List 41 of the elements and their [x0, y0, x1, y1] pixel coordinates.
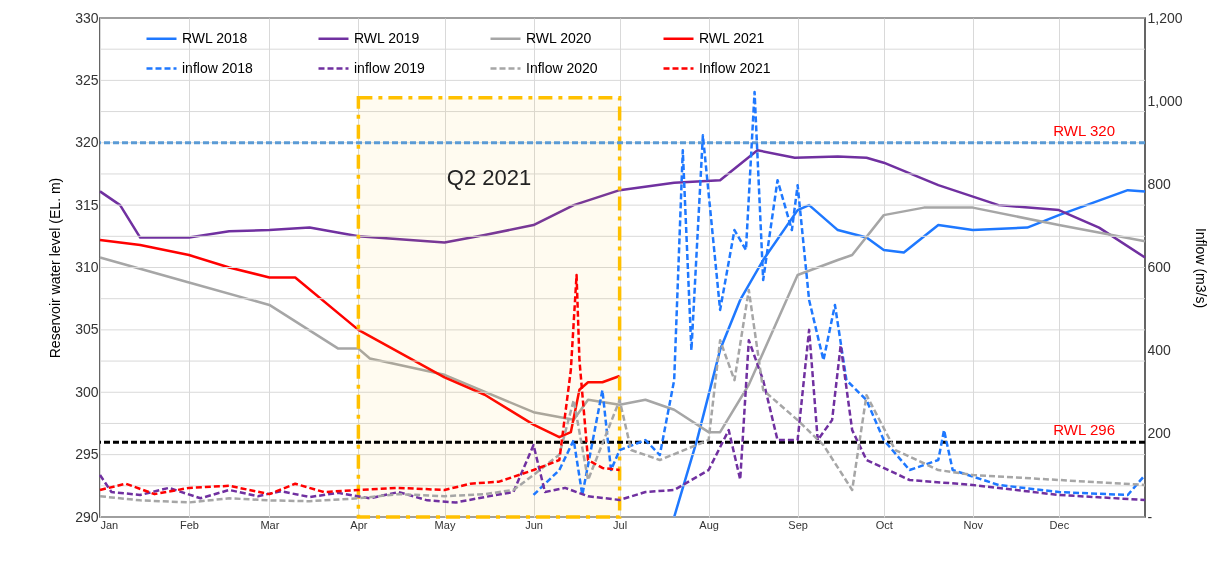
y-tick-label: 325	[75, 71, 99, 88]
y-tick-label: 295	[75, 446, 99, 463]
x-tick-label: Dec	[1049, 518, 1070, 531]
y2-tick-label: 800	[1147, 175, 1172, 192]
y-tick-label: 320	[75, 134, 99, 151]
y2-tick-label: 400	[1147, 342, 1172, 359]
x-tick-label: Jan	[100, 518, 119, 531]
band-label: Q2 2021	[446, 164, 532, 190]
legend-label: Inflow 2020	[526, 59, 598, 76]
legend-label: RWL 2021	[699, 29, 765, 46]
y-tick-label: 315	[75, 196, 99, 213]
legend-label: RWL 2020	[526, 29, 592, 46]
x-tick-label: Mar	[260, 518, 280, 531]
x-tick-label: Oct	[875, 518, 893, 531]
legend-label: RWL 2018	[182, 29, 248, 46]
ref-line-label: RWL 320	[1053, 121, 1115, 139]
x-tick-label: Apr	[350, 518, 368, 531]
y2-axis-title: Inflow (m3/s)	[1192, 227, 1209, 309]
y-tick-label: 330	[75, 9, 99, 26]
x-tick-label: Jul	[613, 518, 628, 531]
legend-label: inflow 2018	[182, 59, 254, 76]
legend-label: Inflow 2021	[699, 59, 771, 76]
y2-tick-label: 1,000	[1147, 92, 1183, 109]
y2-tick-label: 1,200	[1147, 9, 1183, 26]
y-axis-title: Reservoir water level (EL. m)	[47, 177, 64, 359]
x-tick-label: Aug	[699, 518, 719, 531]
legend-label: RWL 2019	[354, 29, 420, 46]
x-tick-label: May	[434, 518, 456, 531]
y-tick-label: 300	[75, 383, 99, 400]
y2-tick-label: -	[1147, 508, 1153, 525]
y2-tick-label: 200	[1147, 425, 1172, 442]
x-tick-label: Feb	[180, 518, 199, 531]
legend-label: inflow 2019	[354, 59, 426, 76]
y2-tick-label: 600	[1147, 259, 1172, 275]
y-tick-label: 310	[75, 259, 99, 275]
x-tick-label: Nov	[963, 518, 984, 531]
ref-line-label: RWL 296	[1053, 421, 1115, 439]
x-tick-label: Jun	[525, 518, 543, 531]
y-tick-label: 305	[75, 321, 99, 338]
y-tick-label: 290	[75, 508, 99, 525]
x-tick-label: Sep	[788, 518, 808, 531]
